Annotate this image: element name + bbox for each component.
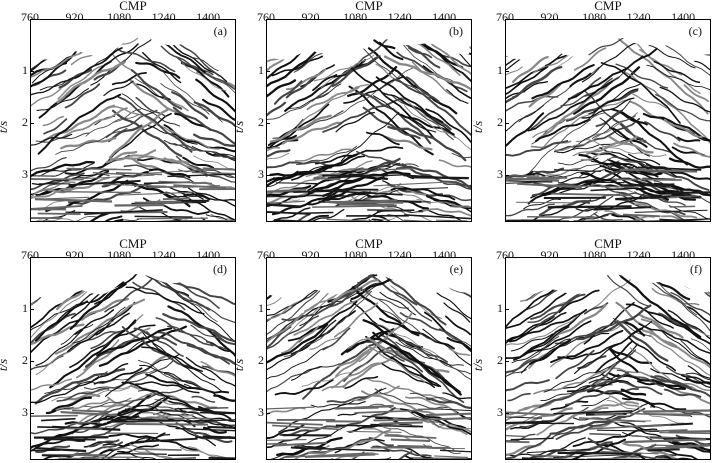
y-tick-mark <box>266 361 270 363</box>
y-tick-label: 2 <box>22 353 28 368</box>
y-tick-mark <box>505 361 509 363</box>
seismic-image <box>267 258 471 459</box>
y-tick-label: 1 <box>22 63 28 78</box>
panel-tag: (d) <box>213 262 227 276</box>
panel-tag: (f) <box>690 262 702 276</box>
x-axis-title: CMP <box>119 236 147 251</box>
y-tick-label: 2 <box>22 115 28 130</box>
y-tick-label: 1 <box>258 63 264 78</box>
y-axis-title: t/s <box>231 120 247 134</box>
y-axis-title: t/s <box>0 120 11 134</box>
seismic-reflections <box>506 258 710 459</box>
y-axis-title: t/s <box>231 358 247 372</box>
seismic-section-5: (e) <box>266 257 472 460</box>
y-axis-title: t/s <box>0 358 11 372</box>
y-axis-title: t/s <box>470 120 486 134</box>
y-tick-label: 3 <box>258 405 264 420</box>
seismic-reflections <box>31 28 235 221</box>
top-mute-zone <box>267 258 471 298</box>
y-tick-mark <box>266 71 270 73</box>
y-tick-label: 3 <box>497 405 503 420</box>
x-axis-title: CMP <box>594 0 622 13</box>
y-tick-mark <box>266 413 270 415</box>
y-tick-label: 1 <box>258 301 264 316</box>
y-tick-mark <box>266 175 270 177</box>
seismic-image <box>267 20 471 221</box>
x-axis-title: CMP <box>119 0 147 13</box>
x-axis-title: CMP <box>355 0 383 13</box>
y-tick-mark <box>266 309 270 311</box>
seismic-section-1: (a) <box>30 19 236 222</box>
top-mute-zone <box>506 20 710 60</box>
y-tick-label: 3 <box>258 167 264 182</box>
y-tick-label: 3 <box>497 167 503 182</box>
seismic-reflections <box>506 26 710 221</box>
top-mute-zone <box>31 20 235 60</box>
x-axis-title: CMP <box>594 236 622 251</box>
y-tick-label: 2 <box>497 115 503 130</box>
y-tick-label: 3 <box>22 405 28 420</box>
y-tick-mark <box>266 123 270 125</box>
y-tick-label: 2 <box>258 115 264 130</box>
y-tick-mark <box>505 175 509 177</box>
y-tick-label: 1 <box>497 301 503 316</box>
y-tick-label: 1 <box>497 63 503 78</box>
y-tick-mark <box>505 123 509 125</box>
y-tick-mark <box>505 71 509 73</box>
seismic-image <box>31 20 235 221</box>
panel-tag: (e) <box>449 262 463 276</box>
top-mute-zone <box>506 258 710 298</box>
y-tick-label: 2 <box>258 353 264 368</box>
y-tick-mark <box>30 123 34 125</box>
y-axis-title: t/s <box>470 358 486 372</box>
y-tick-mark <box>30 71 34 73</box>
y-tick-label: 2 <box>497 353 503 368</box>
panel-tag: (a) <box>213 24 227 38</box>
y-tick-mark <box>30 309 34 311</box>
top-mute-zone <box>267 20 471 60</box>
seismic-section-4: (d) <box>30 257 236 460</box>
y-tick-label: 3 <box>22 167 28 182</box>
seismic-reflections <box>31 258 235 459</box>
seismic-image <box>31 258 235 459</box>
y-tick-mark <box>30 175 34 177</box>
y-tick-mark <box>30 413 34 415</box>
y-tick-label: 1 <box>22 301 28 316</box>
seismic-section-3: (c) <box>505 19 711 222</box>
top-mute-zone <box>31 258 235 298</box>
panel-tag: (c) <box>688 24 702 38</box>
y-tick-mark <box>30 361 34 363</box>
y-tick-mark <box>505 413 509 415</box>
x-axis-title: CMP <box>355 236 383 251</box>
y-tick-mark <box>505 309 509 311</box>
panel-tag: (b) <box>449 24 463 38</box>
seismic-section-6: (f) <box>505 257 711 460</box>
seismic-image <box>506 20 710 221</box>
seismic-image <box>506 258 710 459</box>
seismic-section-2: (b) <box>266 19 472 222</box>
